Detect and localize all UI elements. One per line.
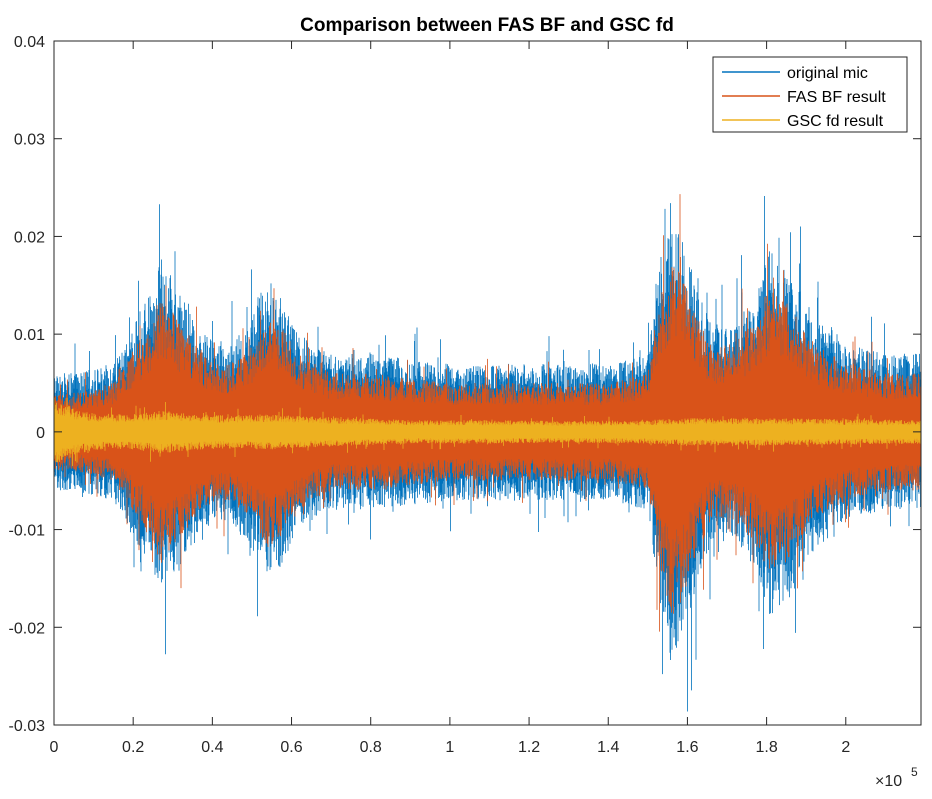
x-exponent-base: ×10 [875,773,902,790]
x-tick-label: 1 [445,739,454,756]
y-tick-label: -0.02 [9,620,46,637]
x-tick-label: 0.2 [122,739,144,756]
legend-label: original mic [787,65,868,82]
x-tick-label: 0.8 [360,739,382,756]
y-tick-label: 0.03 [14,132,45,149]
y-tick-label: 0.01 [14,327,45,344]
x-tick-label: 1.6 [676,739,698,756]
series-line [54,397,921,467]
x-exponent-power: 5 [911,765,918,779]
x-tick-label: 1.8 [755,739,777,756]
chart-title: Comparison between FAS BF and GSC fd [300,15,674,36]
legend: original mic FAS BF result GSC fd result [712,56,908,133]
x-tick-label: 0.6 [280,739,302,756]
plot-area-frame [53,40,922,726]
y-axis: -0.03 -0.02 -0.01 0 0.01 0.02 0.03 0.04 [9,34,921,735]
y-tick-label: -0.03 [9,718,46,735]
x-tick-label: 1.2 [518,739,540,756]
y-tick-label: 0 [36,425,45,442]
legend-label: GSC fd result [787,113,884,130]
y-tick-label: 0.04 [14,34,45,51]
x-exponent-label: ×10 5 [875,765,918,790]
x-tick-label: 0 [50,739,59,756]
x-axis: 0 0.2 0.4 0.6 0.8 1 1.2 1.4 1.6 1.8 2 [50,41,850,756]
series-layer [54,194,921,712]
x-tick-label: 1.4 [597,739,619,756]
x-tick-label: 2 [841,739,850,756]
x-tick-label: 0.4 [201,739,223,756]
legend-label: FAS BF result [787,89,886,106]
y-tick-label: 0.02 [14,229,45,246]
y-tick-label: -0.01 [9,523,46,540]
